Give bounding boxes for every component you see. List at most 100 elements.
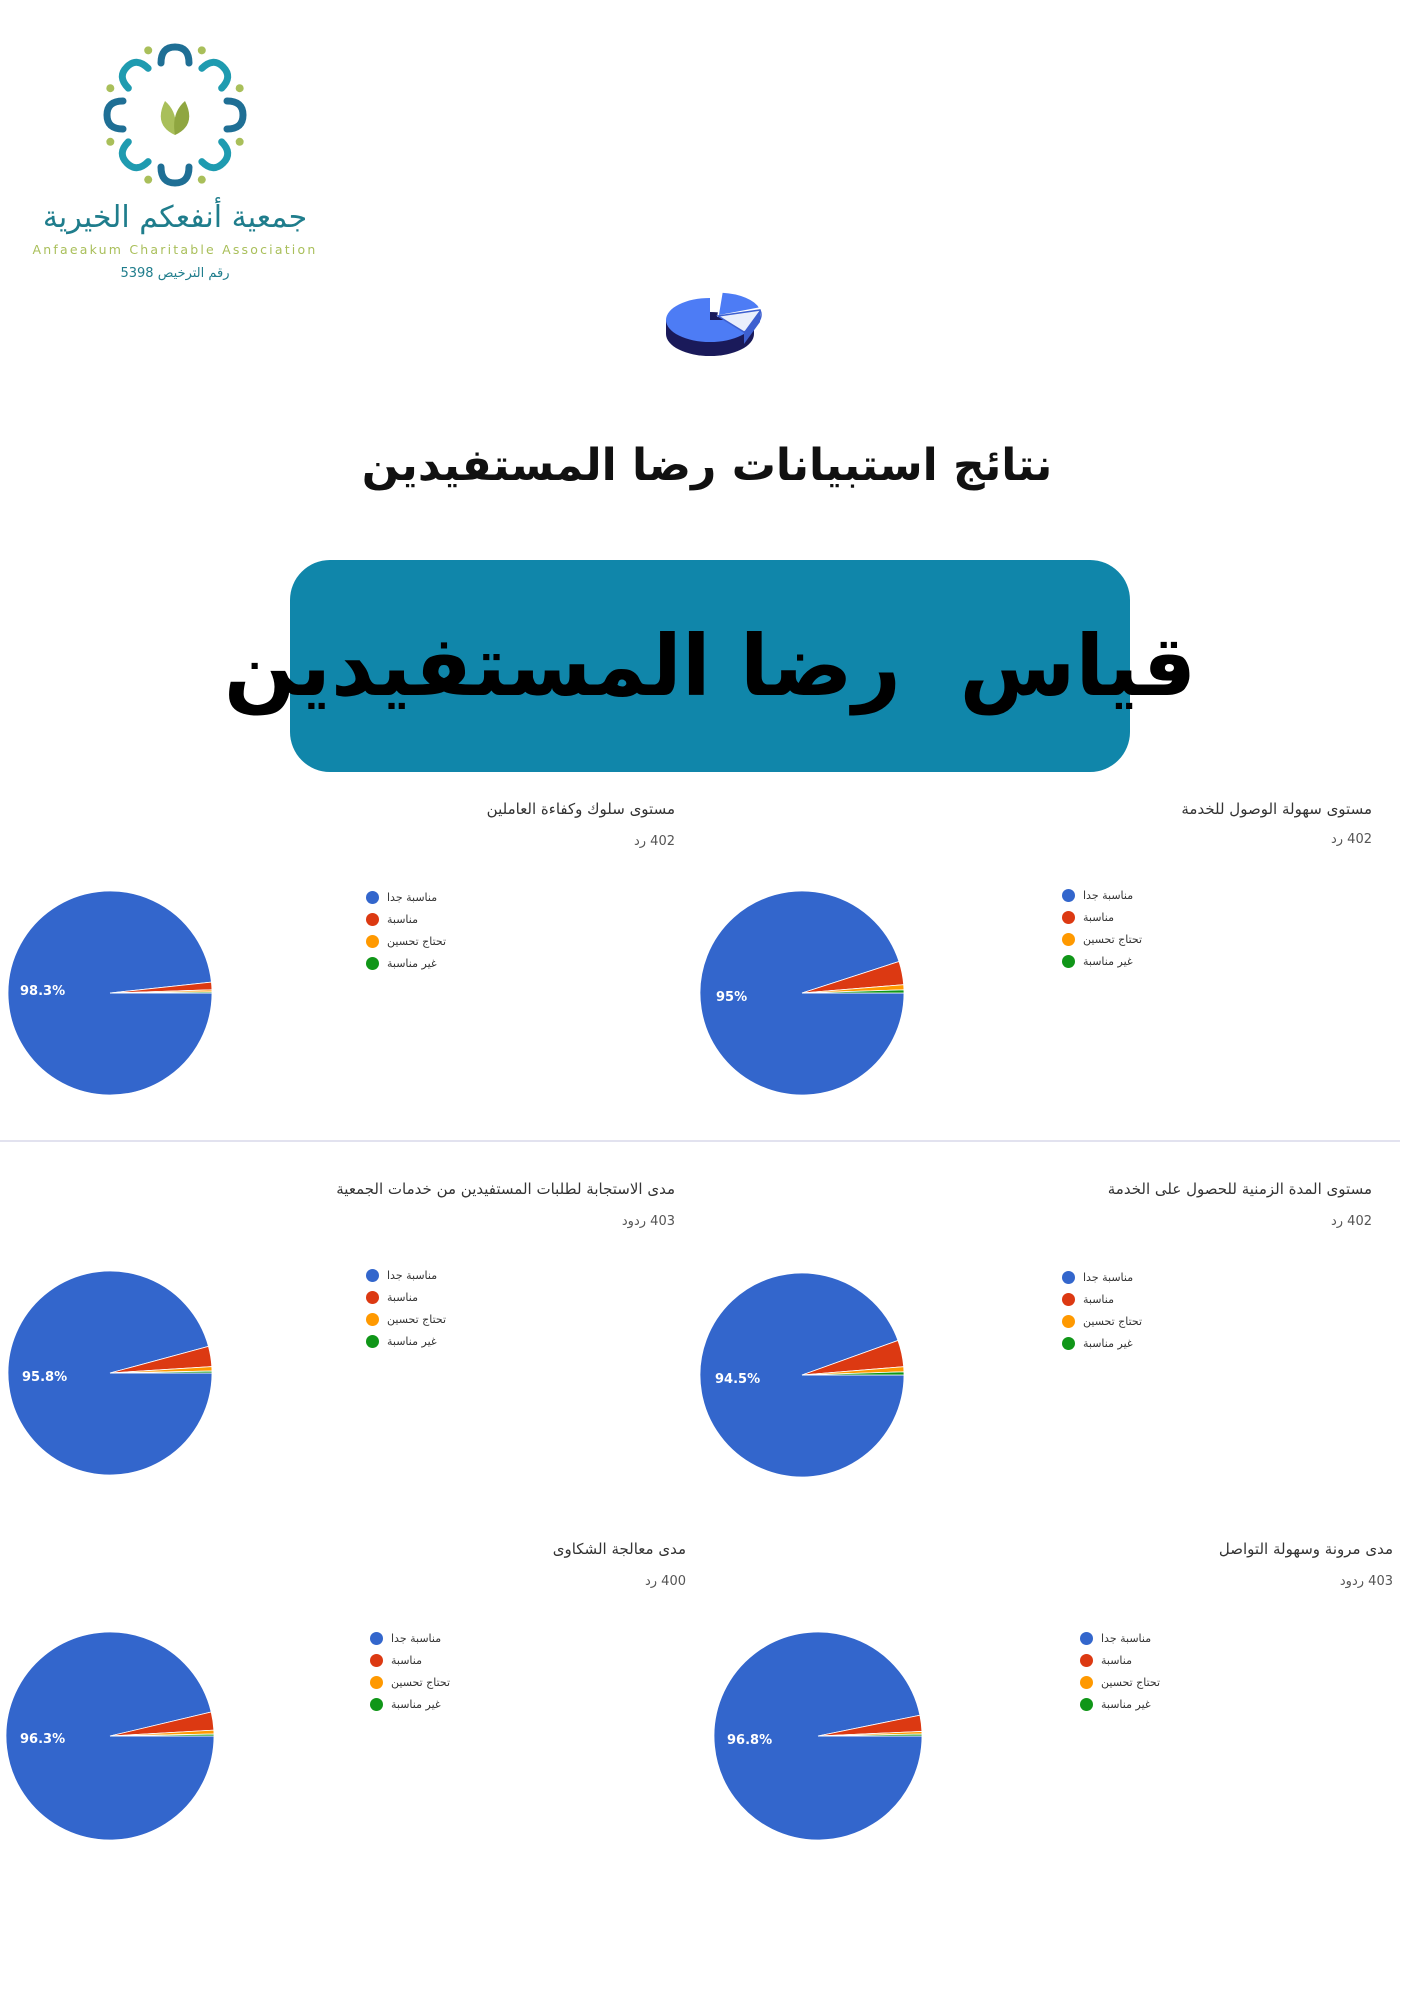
legend-swatch — [366, 934, 379, 948]
pie-data-label: 96.3% — [20, 1732, 66, 1747]
legend-label: مناسبة — [387, 1290, 418, 1304]
section-divider — [0, 1140, 1400, 1142]
legend-item: مناسبة جدا — [1062, 1266, 1142, 1288]
legend-item: مناسبة جدا — [1062, 884, 1142, 906]
chart-title: مدى معالجة الشكاوى — [552, 1540, 686, 1558]
chart-legend: مناسبة جدا مناسبة تحتاج تحسين غير مناسبة — [1080, 1627, 1160, 1715]
legend-swatch — [366, 912, 379, 926]
legend-label: غير مناسبة — [1083, 954, 1133, 968]
response-count: 400 رد — [644, 1574, 686, 1589]
legend-swatch — [1062, 932, 1075, 946]
legend-label: غير مناسبة — [1101, 1697, 1151, 1711]
legend-label: تحتاج تحسين — [1083, 932, 1143, 946]
banner-text: قياس رضا المستفيدين — [223, 617, 1197, 715]
legend-label: غير مناسبة — [387, 1334, 437, 1348]
legend-item: مناسبة جدا — [370, 1627, 450, 1649]
legend-item: مناسبة — [370, 1649, 450, 1671]
association-logo: جمعية أنفعكم الخيرية Anfaeakum Charitabl… — [30, 20, 320, 300]
pie-data-label: 94.5% — [715, 1372, 761, 1387]
pie-chart — [7, 1270, 213, 1476]
response-count: 402 رد — [1330, 832, 1372, 847]
legend-swatch — [1062, 888, 1075, 902]
legend-swatch — [1080, 1653, 1093, 1667]
legend-swatch — [1062, 1292, 1075, 1306]
pie-chart — [699, 1272, 905, 1478]
pie-chart-icon — [666, 291, 762, 356]
legend-item: مناسبة جدا — [366, 1264, 446, 1286]
pie-data-label: 98.3% — [20, 984, 66, 999]
legend-item: مناسبة — [1062, 1288, 1142, 1310]
legend-swatch — [366, 1290, 379, 1304]
logo-mark — [103, 43, 247, 187]
legend-label: تحتاج تحسين — [387, 934, 447, 948]
legend-item: تحتاج تحسين — [1062, 928, 1142, 950]
response-count: 402 رد — [633, 834, 675, 849]
legend-swatch — [366, 1268, 379, 1282]
legend-label: مناسبة — [391, 1653, 422, 1667]
legend-label: مناسبة — [1101, 1653, 1132, 1667]
legend-label: تحتاج تحسين — [1101, 1675, 1161, 1689]
legend-swatch — [370, 1697, 383, 1711]
legend-label: تحتاج تحسين — [387, 1312, 447, 1326]
chart-title: مدى مرونة وسهولة التواصل — [1218, 1540, 1393, 1558]
legend-swatch — [1062, 1314, 1075, 1328]
legend-swatch — [1080, 1675, 1093, 1689]
legend-item: غير مناسبة — [366, 952, 446, 974]
legend-item: تحتاج تحسين — [366, 930, 446, 952]
pie-slice-3 — [817, 1733, 923, 1737]
pie-chart — [713, 1631, 923, 1841]
legend-item: غير مناسبة — [370, 1693, 450, 1715]
pie-slice-3 — [801, 989, 905, 994]
pie-data-label: 95% — [716, 990, 748, 1005]
legend-label: تحتاج تحسين — [1083, 1314, 1143, 1328]
pie-slice-3 — [109, 1370, 213, 1374]
legend-item: تحتاج تحسين — [366, 1308, 446, 1330]
pie-slice-3 — [109, 1733, 215, 1737]
legend-item: مناسبة — [1062, 906, 1142, 928]
legend-item: مناسبة جدا — [1080, 1627, 1160, 1649]
legend-swatch — [370, 1653, 383, 1667]
legend-swatch — [1062, 1270, 1075, 1284]
section-banner: قياس رضا المستفيدين — [224, 560, 1196, 772]
legend-item: غير مناسبة — [1080, 1693, 1160, 1715]
chart-title: مدى الاستجابة لطلبات المستفيدين من خدمات… — [336, 1180, 675, 1198]
legend-swatch — [366, 1334, 379, 1348]
chart-title: مستوى سهولة الوصول للخدمة — [1181, 800, 1372, 818]
legend-label: مناسبة — [1083, 910, 1114, 924]
chart-legend: مناسبة جدا مناسبة تحتاج تحسين غير مناسبة — [1062, 1266, 1142, 1354]
pie-slice-3 — [801, 1371, 905, 1376]
legend-label: مناسبة جدا — [387, 1268, 438, 1282]
pie-data-label: 95.8% — [22, 1370, 68, 1385]
legend-item: مناسبة — [1080, 1649, 1160, 1671]
chart-legend: مناسبة جدا مناسبة تحتاج تحسين غير مناسبة — [1062, 884, 1142, 972]
pie-chart — [699, 890, 905, 1096]
legend-item: غير مناسبة — [366, 1330, 446, 1352]
legend-item: مناسبة — [366, 908, 446, 930]
response-count: 403 ردود — [1339, 1574, 1393, 1589]
legend-swatch — [1080, 1631, 1093, 1645]
pie-chart — [7, 890, 213, 1096]
pie-slice-3 — [109, 991, 213, 994]
legend-label: غير مناسبة — [1083, 1336, 1133, 1350]
legend-label: مناسبة جدا — [391, 1631, 442, 1645]
legend-label: مناسبة — [387, 912, 418, 926]
chart-legend: مناسبة جدا مناسبة تحتاج تحسين غير مناسبة — [366, 1264, 446, 1352]
legend-label: مناسبة جدا — [1083, 1270, 1134, 1284]
legend-swatch — [366, 890, 379, 904]
legend-swatch — [1062, 910, 1075, 924]
legend-item: غير مناسبة — [1062, 1332, 1142, 1354]
legend-item: تحتاج تحسين — [1080, 1671, 1160, 1693]
response-count: 402 رد — [1330, 1214, 1372, 1229]
org-name-arabic: جمعية أنفعكم الخيرية — [42, 200, 308, 235]
legend-label: تحتاج تحسين — [391, 1675, 451, 1689]
chart-legend: مناسبة جدا مناسبة تحتاج تحسين غير مناسبة — [370, 1627, 450, 1715]
legend-swatch — [1062, 1336, 1075, 1350]
legend-item: غير مناسبة — [1062, 950, 1142, 972]
legend-label: مناسبة — [1083, 1292, 1114, 1306]
legend-item: مناسبة جدا — [366, 886, 446, 908]
response-count: 403 ردود — [621, 1214, 675, 1229]
chart-title: مستوى المدة الزمنية للحصول على الخدمة — [1107, 1180, 1372, 1198]
legend-label: مناسبة جدا — [1083, 888, 1134, 902]
pie-chart — [5, 1631, 215, 1841]
legend-swatch — [1080, 1697, 1093, 1711]
